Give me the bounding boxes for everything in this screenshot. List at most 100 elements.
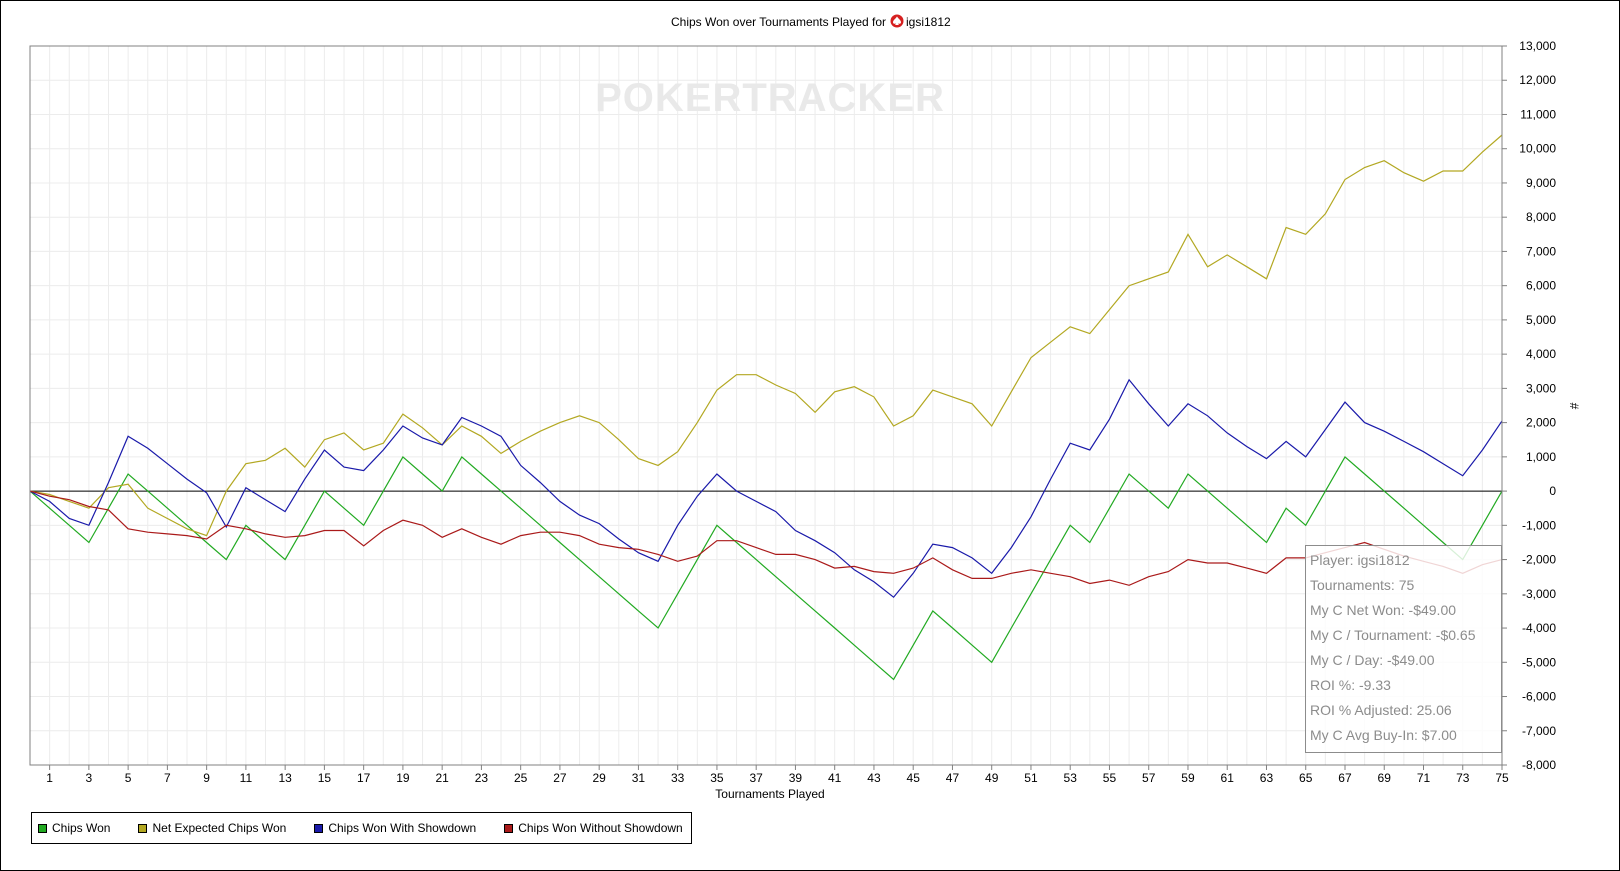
y-tick-label: 9,000: [1526, 176, 1556, 190]
legend-item-chips-won-with-showdown: Chips Won With Showdown: [314, 821, 476, 835]
y-tick-label: 2,000: [1526, 416, 1556, 430]
x-tick-label: 65: [1299, 771, 1313, 785]
x-tick-label: 21: [435, 771, 449, 785]
plot-border: [29, 45, 1503, 766]
player-stats-tooltip: Player: igsi1812 Tournaments: 75 My C Net …: [1305, 545, 1502, 753]
y-tick-label: 12,000: [1519, 73, 1556, 87]
y-tick-label: -3,000: [1522, 587, 1556, 601]
chart-title: Chips Won over Tournaments Played for ig…: [671, 14, 951, 29]
y-axis-label: #: [1567, 403, 1581, 410]
x-tick-label: 69: [1378, 771, 1392, 785]
legend-label: Chips Won With Showdown: [328, 821, 477, 835]
x-tick-label: 75: [1495, 771, 1509, 785]
x-tick-label: 5: [125, 771, 132, 785]
x-axis-label: Tournaments Played: [715, 787, 824, 801]
x-tick-label: 35: [710, 771, 724, 785]
y-tick-label: 11,000: [1520, 107, 1556, 121]
tooltip-line: ROI %: -9.33: [1310, 677, 1391, 693]
series-line-net-expected-chips-won: [29, 134, 1503, 537]
tooltip-line: My C Avg Buy-In: $7.00: [1310, 727, 1457, 743]
series-line-chips-won-with-showdown: [29, 378, 1503, 599]
x-axis-ticks: 1 3 5 7 9 11 13 15 17 19 21 23 25 27 29 31 33 35 37 39 41 43 4…: [46, 765, 1509, 785]
x-tick-label: 27: [553, 771, 567, 785]
legend-label: Chips Won Without Showdown: [518, 821, 683, 835]
x-tick-label: 19: [396, 771, 410, 785]
y-tick-label: -6,000: [1522, 690, 1556, 704]
series-lines: [29, 134, 1503, 681]
y-tick-label: 6,000: [1526, 279, 1556, 293]
x-tick-label: 13: [278, 771, 292, 785]
legend: Chips Won Net Expected Chips Won Chips Won…: [31, 812, 692, 844]
x-tick-label: 71: [1417, 771, 1431, 785]
x-tick-label: 25: [514, 771, 528, 785]
x-tick-label: 67: [1338, 771, 1352, 785]
y-tick-label: -2,000: [1522, 553, 1556, 567]
x-tick-label: 17: [357, 771, 371, 785]
x-tick-label: 61: [1221, 771, 1235, 785]
y-tick-label: 1,000: [1526, 450, 1556, 464]
tooltip-line: My C Net Won: -$49.00: [1310, 602, 1457, 618]
tooltip-line: My C / Tournament: -$0.65: [1310, 627, 1476, 643]
watermark: POKERTRACKER: [595, 76, 945, 120]
x-tick-label: 51: [1024, 771, 1038, 785]
x-tick-label: 57: [1142, 771, 1156, 785]
legend-swatch: [38, 823, 47, 833]
y-tick-label: -8,000: [1522, 758, 1556, 772]
plot-area: [30, 46, 1502, 765]
x-tick-label: 73: [1456, 771, 1470, 785]
x-tick-label: 37: [750, 771, 764, 785]
x-tick-label: 1: [46, 771, 53, 785]
y-tick-label: -5,000: [1522, 655, 1556, 669]
tooltip-line: My C / Day: -$49.00: [1310, 652, 1435, 668]
x-tick-label: 53: [1064, 771, 1078, 785]
x-tick-label: 29: [592, 771, 606, 785]
x-tick-label: 33: [671, 771, 685, 785]
y-tick-label: 8,000: [1526, 210, 1556, 224]
y-tick-label: 13,000: [1519, 39, 1556, 53]
chart-title-text: Chips Won over Tournaments Played for: [671, 15, 886, 29]
x-tick-label: 9: [203, 771, 210, 785]
x-tick-label: 31: [632, 771, 646, 785]
legend-label: Net Expected Chips Won: [152, 821, 287, 835]
x-tick-label: 55: [1103, 771, 1117, 785]
x-tick-label: 59: [1181, 771, 1195, 785]
x-tick-label: 45: [907, 771, 921, 785]
x-tick-label: 63: [1260, 771, 1274, 785]
legend-swatch: [138, 823, 148, 833]
x-tick-label: 39: [789, 771, 803, 785]
tooltip-line: Player: igsi1812: [1310, 552, 1410, 568]
legend-swatch: [314, 823, 324, 833]
y-tick-label: -1,000: [1522, 518, 1556, 532]
tooltip-line: ROI % Adjusted: 25.06: [1310, 702, 1452, 718]
series-line-chips-won: [29, 455, 1503, 681]
y-tick-label: -4,000: [1522, 621, 1556, 635]
y-tick-label: 0: [1549, 484, 1556, 498]
legend-item-chips-won: Chips Won: [38, 821, 110, 835]
y-tick-label: 7,000: [1526, 244, 1556, 258]
y-tick-label: 4,000: [1526, 347, 1556, 361]
x-tick-label: 7: [164, 771, 171, 785]
tooltip-line: Tournaments: 75: [1310, 577, 1415, 593]
series-line-chips-won-without-showdown: [29, 490, 1503, 586]
y-tick-label: 10,000: [1519, 142, 1556, 156]
x-tick-label: 41: [828, 771, 842, 785]
x-tick-label: 15: [318, 771, 332, 785]
x-tick-label: 49: [985, 771, 999, 785]
x-tick-label: 3: [86, 771, 93, 785]
legend-item-net-expected-chips-won: Net Expected Chips Won: [138, 821, 286, 835]
x-tick-label: 47: [946, 771, 960, 785]
y-tick-label: 5,000: [1526, 313, 1556, 327]
spade-icon: [890, 14, 904, 28]
grid: [30, 45, 1503, 766]
x-tick-label: 43: [867, 771, 881, 785]
y-tick-label: -7,000: [1522, 724, 1556, 738]
x-tick-label: 23: [475, 771, 489, 785]
x-tick-label: 11: [240, 771, 253, 785]
y-axis-ticks: -8,000 -7,000 -6,000 -5,000 -4,000 -3,000 -2,0…: [1502, 39, 1556, 772]
chart-title-player: igsi1812: [906, 15, 951, 29]
legend-swatch: [504, 823, 514, 833]
legend-item-chips-won-without-showdown: Chips Won Without Showdown: [504, 821, 683, 835]
legend-label: Chips Won: [52, 821, 111, 835]
y-tick-label: 3,000: [1526, 381, 1556, 395]
